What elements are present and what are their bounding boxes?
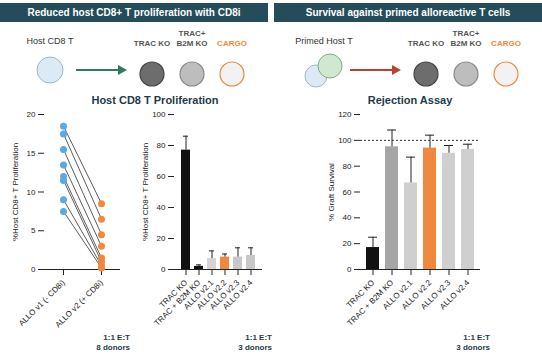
svg-text:10: 10	[27, 188, 36, 197]
svg-text:ALLO v1 (- CD8i): ALLO v1 (- CD8i)	[17, 278, 67, 328]
html-text:8 donors: 8 donors	[96, 343, 130, 352]
svg-text:TRAC+: TRAC+	[179, 29, 206, 38]
svg-text:B2M KO: B2M KO	[176, 39, 207, 48]
svg-text:80: 80	[343, 162, 352, 171]
svg-text:60: 60	[157, 172, 166, 181]
html-text:1:1 E:T: 1:1 E:T	[103, 333, 130, 342]
svg-text:ALLO v2.3: ALLO v2.3	[208, 278, 242, 312]
svg-text:CARGO: CARGO	[491, 39, 521, 48]
svg-text:Host CD8 T: Host CD8 T	[27, 36, 74, 46]
svg-text:100: 100	[338, 136, 352, 145]
svg-text:0: 0	[161, 265, 166, 274]
svg-text:TRAC KO: TRAC KO	[157, 278, 190, 310]
svg-text:TRAC KO: TRAC KO	[344, 278, 377, 310]
svg-text:60: 60	[343, 188, 352, 197]
svg-text:80: 80	[157, 141, 166, 150]
html-text:Reduced host CD8+ T proliferat: Reduced host CD8+ T proliferation with C…	[27, 7, 241, 18]
html-text:Host CD8 T Proliferation: Host CD8 T Proliferation	[91, 94, 219, 106]
svg-text:ALLO v2.2: ALLO v2.2	[195, 278, 229, 312]
svg-text:0: 0	[347, 265, 352, 274]
svg-text:TRAC KO: TRAC KO	[134, 39, 170, 48]
html-text:1:1 E:T: 1:1 E:T	[245, 333, 272, 342]
svg-text:ALLO v2.4: ALLO v2.4	[438, 278, 471, 311]
svg-text:20: 20	[157, 234, 166, 243]
svg-text:ALLO v2.1: ALLO v2.1	[381, 278, 415, 312]
svg-text:ALLO v2 (+ CD8i): ALLO v2 (+ CD8i)	[54, 278, 105, 329]
svg-text:ALLO v2.2: ALLO v2.2	[400, 278, 434, 312]
svg-text:20: 20	[343, 239, 352, 248]
svg-text:TRAC KO: TRAC KO	[408, 39, 444, 48]
svg-text:120: 120	[338, 110, 352, 119]
svg-text:%Host CD8+ T Proliferation: %Host CD8+ T Proliferation	[141, 143, 150, 241]
svg-text:40: 40	[157, 203, 166, 212]
svg-text:% Graft Survival: % Graft Survival	[327, 163, 336, 221]
svg-text:Primed Host T: Primed Host T	[295, 36, 353, 46]
svg-text:ALLO v2.1: ALLO v2.1	[182, 278, 216, 312]
svg-text:5: 5	[31, 226, 36, 235]
svg-text:20: 20	[27, 110, 36, 119]
html-text:3 donors: 3 donors	[238, 343, 272, 352]
svg-text:40: 40	[343, 213, 352, 222]
svg-text:0: 0	[31, 265, 36, 274]
html-text:Rejection Assay: Rejection Assay	[367, 94, 453, 106]
svg-text:100: 100	[152, 110, 166, 119]
svg-text:15: 15	[27, 149, 36, 158]
html-text:1:1 E:T: 1:1 E:T	[463, 333, 490, 342]
svg-text:CARGO: CARGO	[217, 39, 247, 48]
svg-text:%Host CD8+ T Proliferation: %Host CD8+ T Proliferation	[11, 143, 20, 241]
html-text:3 donors: 3 donors	[456, 343, 490, 352]
html-text:Survival against primed allore: Survival against primed alloreactive T c…	[305, 7, 511, 18]
svg-text:ALLO v2.4: ALLO v2.4	[221, 278, 254, 311]
svg-text:TRAC + B2M KO: TRAC + B2M KO	[152, 278, 203, 328]
svg-text:B2M KO: B2M KO	[450, 39, 481, 48]
svg-text:TRAC+: TRAC+	[453, 29, 480, 38]
svg-text:ALLO v2.3: ALLO v2.3	[419, 278, 453, 312]
svg-text:TRAC + B2M KO: TRAC + B2M KO	[345, 278, 396, 328]
